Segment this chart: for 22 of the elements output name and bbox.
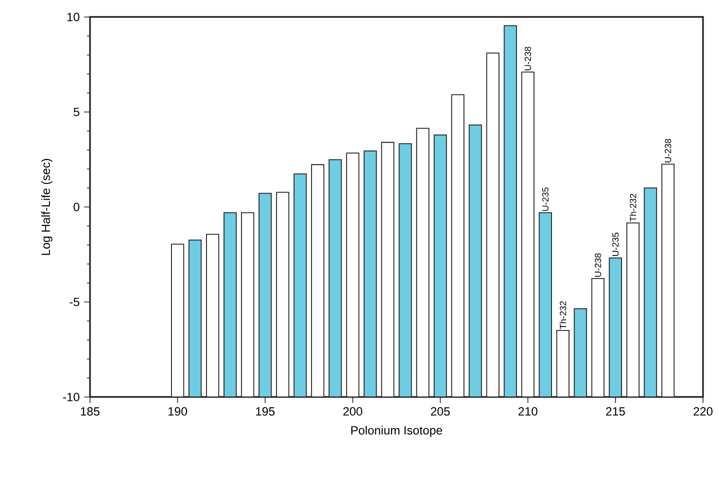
y-tick-label: 5 — [74, 108, 80, 116]
x-tick-label: 200 — [343, 407, 362, 416]
y-axis-title: Log Half-Life (sec) — [41, 158, 52, 255]
y-tick-label: 0 — [74, 202, 80, 212]
annotation: Th-232 — [630, 194, 636, 222]
y-tick-label: -5 — [70, 298, 80, 306]
annotation: U-238 — [594, 253, 602, 277]
x-axis-title: Polonium Isotope — [351, 426, 442, 437]
x-tick-label: 195 — [256, 407, 275, 416]
x-tick-label: 190 — [168, 407, 188, 416]
annotation: U-235 — [542, 187, 549, 211]
annotation: U-238 — [664, 139, 672, 162]
x-tick-label: 210 — [518, 407, 538, 416]
x-tick-label: 185 — [80, 407, 100, 416]
x-tick-label: 205 — [430, 407, 450, 416]
annotation: U-238 — [524, 46, 532, 70]
y-tick-label: -10 — [63, 392, 80, 402]
x-tick-label: 220 — [694, 407, 713, 416]
annotation: Th-232 — [560, 301, 566, 330]
y-tick-label: 10 — [67, 12, 80, 22]
annotation: U-235 — [612, 232, 619, 256]
x-tick-label: 215 — [606, 407, 625, 416]
